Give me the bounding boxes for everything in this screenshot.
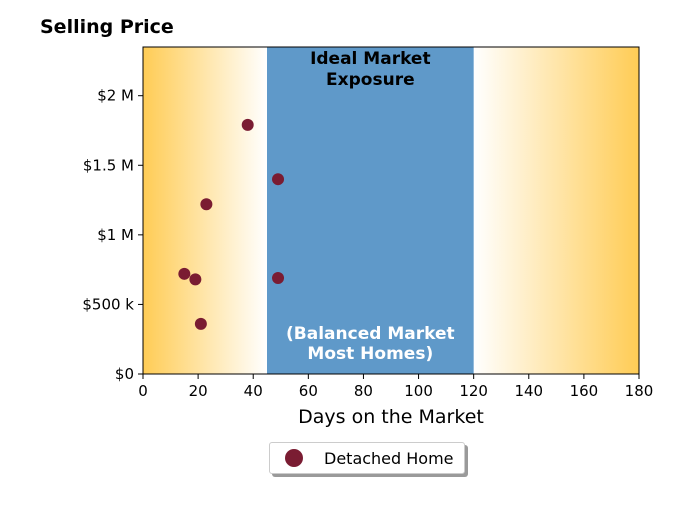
legend-label: Detached Home [324,448,454,468]
plot-frame [142,46,640,375]
band-top-label: Exposure [326,70,415,90]
gradient-right [473,47,639,374]
y-tick-label: $1 M [97,226,134,244]
x-axis-label: Days on the Market [298,406,484,428]
band-bottom-label: Most Homes) [307,344,433,364]
x-tick-label: 20 [189,382,208,400]
gradient-left [143,47,267,374]
data-point [194,317,207,330]
x-tick-label: 60 [299,382,318,400]
x-tick-label: 120 [459,382,488,400]
x-tick-label: 0 [138,382,148,400]
data-point [241,118,254,131]
data-point [189,273,202,286]
x-tick-label: 180 [625,382,654,400]
band-top-label: Ideal Market [310,49,431,69]
chart-title: Selling Price [40,16,174,38]
x-tick-label: 140 [514,382,543,400]
ideal-band [267,47,474,374]
x-tick-label: 80 [354,382,373,400]
x-tick-label: 40 [244,382,263,400]
y-tick-label: $2 M [97,87,134,105]
band-bottom-label: (Balanced Market [286,324,455,344]
data-point [200,198,213,211]
x-tick-label: 160 [570,382,599,400]
data-point [272,173,285,186]
x-tick-label: 100 [404,382,433,400]
data-point [178,267,191,280]
y-tick-label: $0 [115,365,134,383]
y-tick-label: $500 k [82,295,134,313]
y-tick-label: $1.5 M [83,156,134,174]
legend: Detached Home [269,442,465,474]
legend-marker-icon [285,449,303,467]
data-point [272,271,285,284]
